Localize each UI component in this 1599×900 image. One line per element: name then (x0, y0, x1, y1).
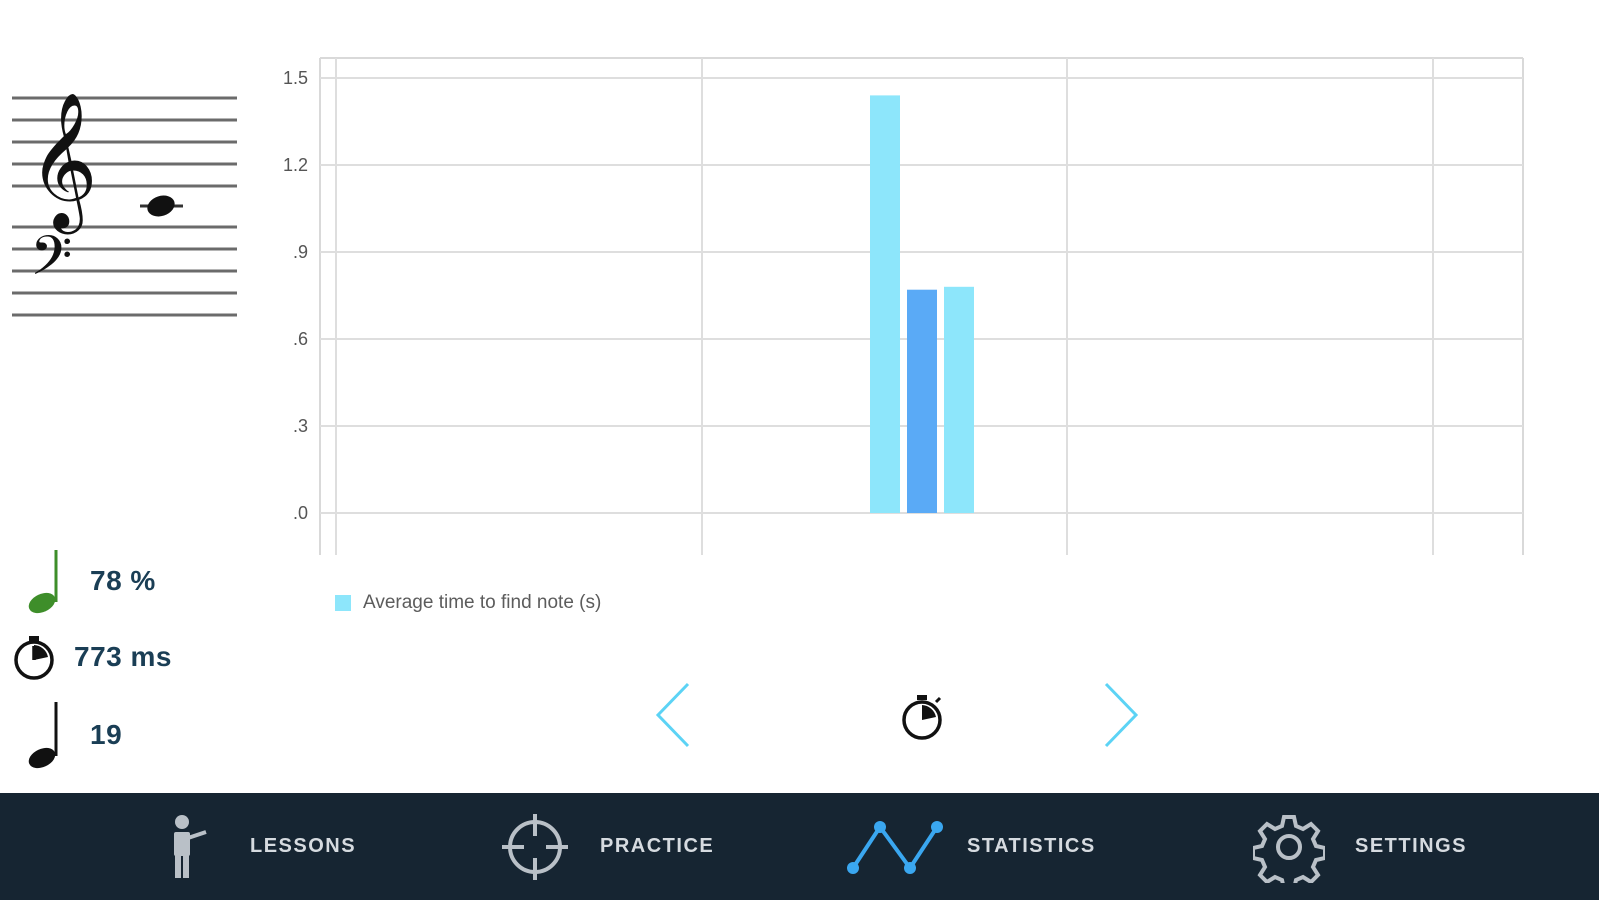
y-tick-label: .0 (293, 503, 308, 523)
teacher-icon (174, 814, 207, 878)
y-tick-label: .6 (293, 329, 308, 349)
tab-statistics-label: STATISTICS (967, 835, 1096, 857)
y-tick-label: 1.5 (283, 68, 308, 88)
chevron-left-icon[interactable] (650, 680, 694, 750)
time-chart: .0 .3 .6 .9 1.2 1.5 (283, 57, 1524, 555)
tab-lessons-label: LESSONS (250, 835, 357, 857)
count-stat: 19 (22, 700, 122, 770)
note-head (140, 195, 183, 217)
tab-practice-label: PRACTICE (600, 835, 715, 857)
chart-bar (870, 95, 900, 514)
time-stat: 773 ms (10, 632, 172, 682)
tab-settings[interactable]: SETTINGS (1253, 793, 1467, 900)
tab-practice[interactable]: PRACTICE (500, 793, 714, 900)
count-value: 19 (90, 719, 123, 750)
tab-settings-label: SETTINGS (1355, 835, 1468, 857)
time-value: 773 ms (74, 641, 172, 672)
stopwatch-icon (14, 636, 54, 680)
chart-bar (944, 286, 974, 513)
crosshair-icon (502, 813, 568, 880)
chart-bars (870, 95, 974, 514)
quarter-note-icon (28, 702, 58, 769)
chart-bar (907, 289, 937, 513)
legend-swatch (335, 595, 351, 611)
chevron-right-icon[interactable] (1100, 680, 1144, 750)
accuracy-value: 78 % (90, 565, 156, 596)
gear-icon (1253, 814, 1325, 883)
bass-staff-lines (12, 225, 237, 317)
y-axis-ticks: .0 .3 .6 .9 1.2 1.5 (283, 68, 308, 523)
stopwatch-icon[interactable] (900, 690, 948, 742)
tab-bar: LESSONS PRACTICE STATISTICS SETTING (0, 793, 1599, 900)
y-tick-label: .3 (293, 416, 308, 436)
chart-grid (319, 57, 1524, 555)
treble-staff-lines (12, 96, 237, 188)
legend-label: Average time to find note (s) (363, 592, 602, 613)
line-chart-icon (847, 820, 943, 874)
treble-clef-icon: 𝄞 (28, 90, 98, 234)
bass-clef-icon: 𝄢 (30, 224, 72, 301)
green-note-icon (28, 550, 58, 614)
chart-legend: Average time to find note (s) (335, 592, 601, 614)
accuracy-stat: 78 % (22, 548, 156, 614)
tab-lessons[interactable]: LESSONS (168, 793, 356, 900)
y-tick-label: .9 (293, 242, 308, 262)
y-tick-label: 1.2 (283, 155, 308, 175)
grand-staff: 𝄞 𝄢 (0, 60, 250, 330)
tab-statistics[interactable]: STATISTICS (845, 793, 1096, 900)
